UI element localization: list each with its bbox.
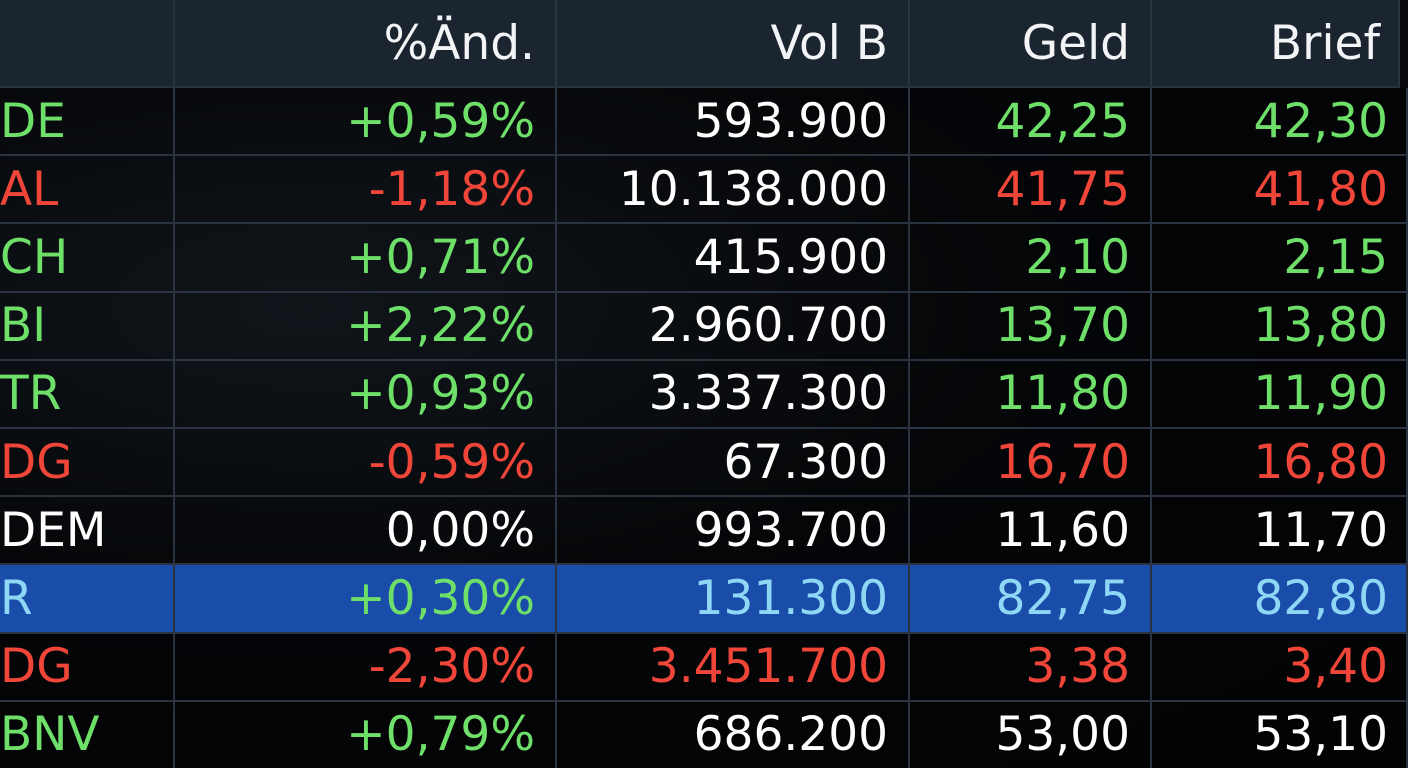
volume-cell: 67.300	[557, 429, 910, 498]
symbol-cell: TR	[0, 360, 175, 429]
row-background	[0, 292, 1408, 361]
change-pct-cell: +2,22%	[175, 292, 557, 361]
change-pct-cell: -0,59%	[175, 429, 557, 498]
change-pct-cell: +0,71%	[175, 224, 557, 293]
symbol-cell: BNV	[0, 701, 175, 768]
ask-cell: 82,80	[1152, 565, 1408, 634]
bid-cell: 11,60	[910, 497, 1152, 566]
symbol-cell: DG	[0, 429, 175, 498]
volume-cell: 686.200	[557, 701, 910, 768]
change-pct-cell: -1,18%	[175, 156, 557, 225]
row-background	[0, 701, 1408, 768]
change-pct-cell: -2,30%	[175, 633, 557, 702]
symbol-cell: DG	[0, 633, 175, 702]
change-pct-cell: +0,59%	[175, 88, 557, 157]
bid-cell: 53,00	[910, 701, 1152, 768]
ask-cell: 11,70	[1152, 497, 1408, 566]
volume-cell: 993.700	[557, 497, 910, 566]
symbol-cell: CH	[0, 224, 175, 293]
ask-cell: 16,80	[1152, 429, 1408, 498]
ask-cell: 2,15	[1152, 224, 1408, 293]
symbol-cell: BI	[0, 292, 175, 361]
symbol-cell: AL	[0, 156, 175, 225]
row-background	[0, 633, 1408, 702]
bid-cell: 42,25	[910, 88, 1152, 157]
change-pct-cell: +0,79%	[175, 701, 557, 768]
change-pct-cell: 0,00%	[175, 497, 557, 566]
row-background	[0, 429, 1408, 498]
change-pct-cell: +0,30%	[175, 565, 557, 634]
volume-cell: 3.337.300	[557, 360, 910, 429]
volume-cell: 593.900	[557, 88, 910, 157]
symbol-cell: R	[0, 565, 175, 634]
ask-cell: 41,80	[1152, 156, 1408, 225]
header-symbol	[0, 0, 175, 88]
symbol-cell: DEM	[0, 497, 175, 566]
row-background	[0, 360, 1408, 429]
bid-cell: 11,80	[910, 360, 1152, 429]
bid-cell: 41,75	[910, 156, 1152, 225]
volume-cell: 131.300	[557, 565, 910, 634]
volume-cell: 3.451.700	[557, 633, 910, 702]
bid-cell: 2,10	[910, 224, 1152, 293]
volume-cell: 415.900	[557, 224, 910, 293]
row-background	[0, 497, 1408, 566]
change-pct-cell: +0,93%	[175, 360, 557, 429]
volume-cell: 2.960.700	[557, 292, 910, 361]
ask-cell: 11,90	[1152, 360, 1408, 429]
row-background	[0, 156, 1408, 225]
bid-cell: 82,75	[910, 565, 1152, 634]
header-ask: Brief	[1152, 0, 1400, 88]
row-background	[0, 88, 1408, 157]
bid-cell: 13,70	[910, 292, 1152, 361]
ask-cell: 3,40	[1152, 633, 1408, 702]
bid-cell: 16,70	[910, 429, 1152, 498]
volume-cell: 10.138.000	[557, 156, 910, 225]
header-bid: Geld	[910, 0, 1152, 88]
bid-cell: 3,38	[910, 633, 1152, 702]
header-change-pct: %Änd.	[175, 0, 557, 88]
ask-cell: 42,30	[1152, 88, 1408, 157]
ask-cell: 53,10	[1152, 701, 1408, 768]
row-background	[0, 565, 1408, 634]
row-background	[0, 224, 1408, 293]
symbol-cell: DE	[0, 88, 175, 157]
header-volume: Vol B	[557, 0, 910, 88]
ask-cell: 13,80	[1152, 292, 1408, 361]
